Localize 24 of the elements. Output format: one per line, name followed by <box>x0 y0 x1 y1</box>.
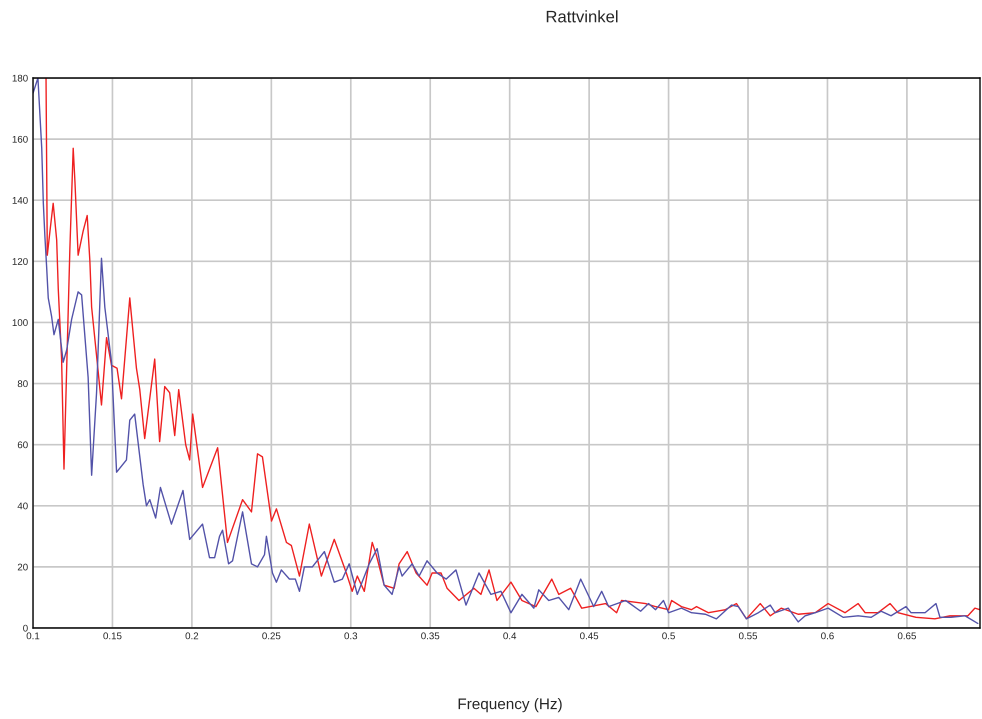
x-tick-label: 0.5 <box>662 632 675 640</box>
x-tick-label: 0.6 <box>821 632 834 640</box>
x-tick-label: 0.25 <box>262 632 280 640</box>
x-tick-label: 0.55 <box>738 632 758 640</box>
y-tick-label: 0 <box>23 624 28 632</box>
y-tick-label: 120 <box>12 258 28 265</box>
y-tick-label: 40 <box>18 502 28 510</box>
x-tick-label: 0.15 <box>103 632 122 640</box>
y-tick-label: 140 <box>12 196 28 204</box>
y-tick-label: 80 <box>18 380 28 388</box>
x-tick-label: 0.4 <box>503 632 516 640</box>
x-tick-label: 0.35 <box>421 632 440 640</box>
x-tick-label: 0.65 <box>898 632 916 640</box>
y-tick-label: 160 <box>12 136 28 143</box>
y-tick-label: 100 <box>12 319 28 326</box>
chart-title: Rattvinkel <box>546 10 618 22</box>
x-tick-label: 0.1 <box>26 632 40 640</box>
x-tick-label: 0.2 <box>186 632 198 640</box>
y-tick-label: 60 <box>18 441 28 448</box>
x-tick-label: 0.3 <box>344 632 358 640</box>
x-axis-title: Frequency (Hz) <box>458 698 562 712</box>
y-tick-label: 180 <box>12 74 28 82</box>
x-tick-label: 0.45 <box>580 632 598 640</box>
y-tick-label: 20 <box>18 564 28 571</box>
